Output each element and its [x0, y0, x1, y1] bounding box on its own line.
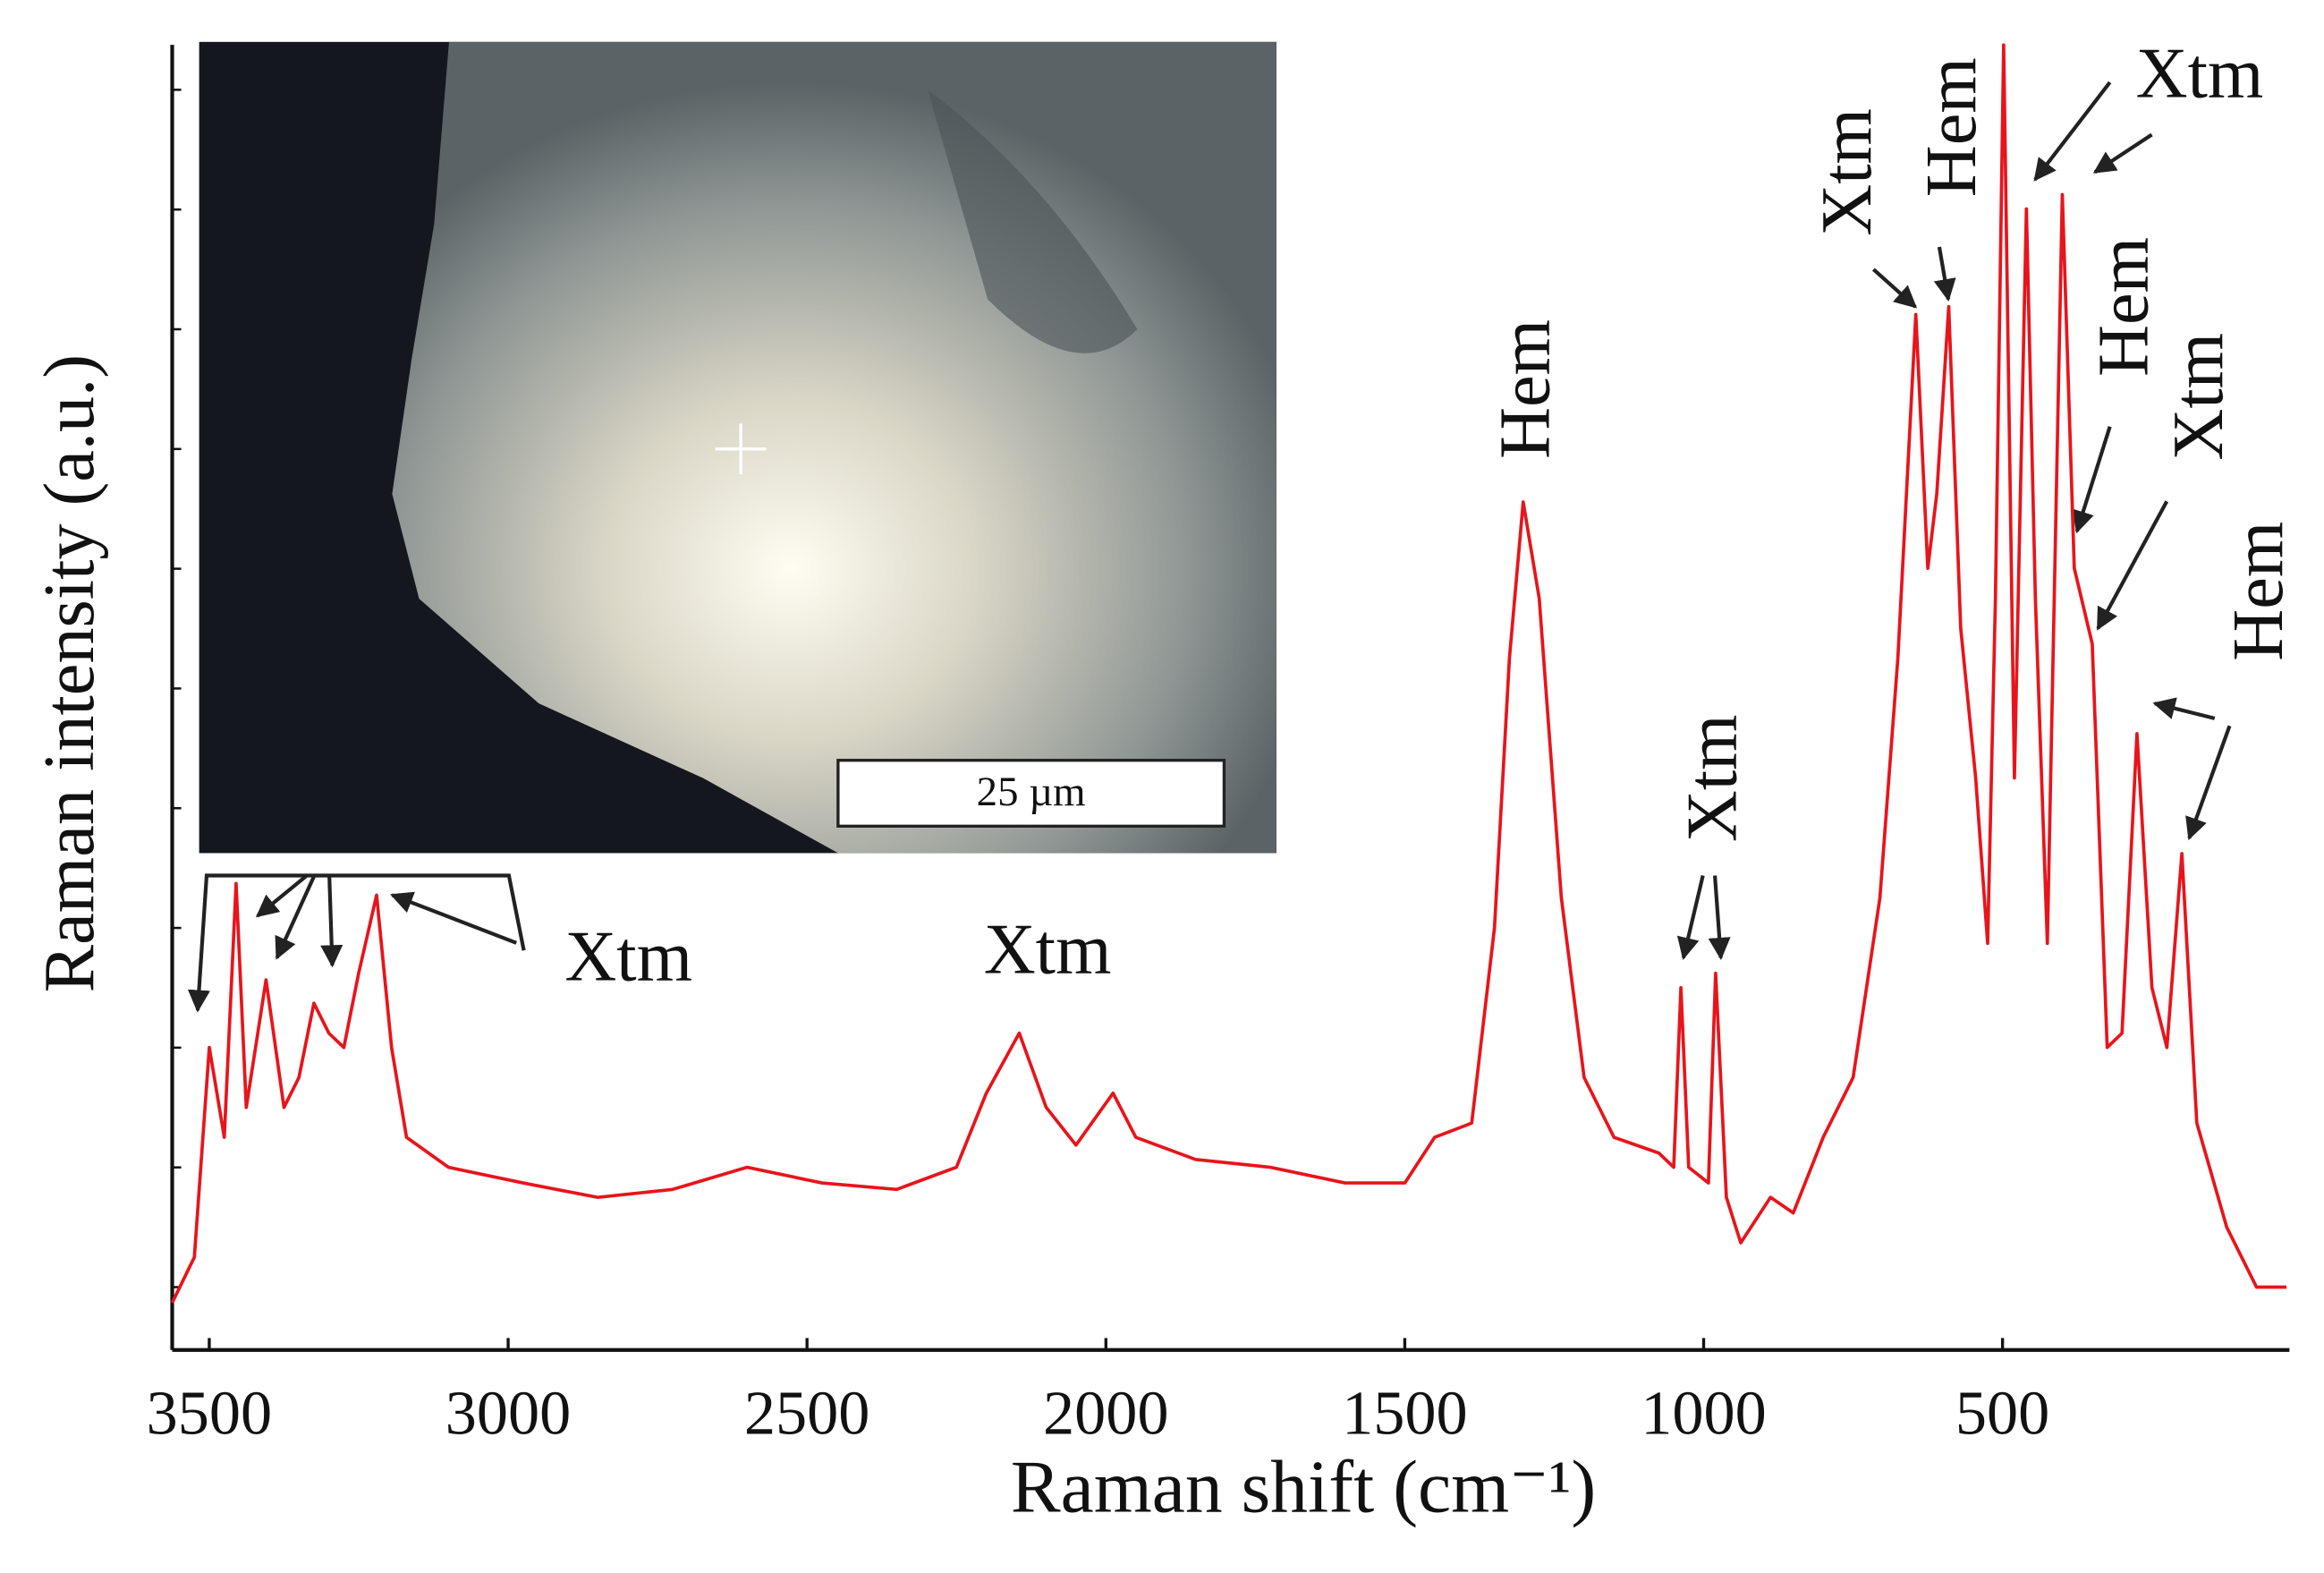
peak-annotation: Hem: [1912, 57, 1991, 197]
peak-annotation: Xtm: [2136, 34, 2264, 114]
x-tick-label: 1500: [1342, 1378, 1467, 1448]
peak-annotation: Xtm: [564, 917, 692, 997]
x-tick-label: 500: [1955, 1378, 2049, 1448]
peak-annotation: Hem: [2218, 522, 2298, 661]
x-tick-label: 3500: [147, 1378, 273, 1448]
peak-annotation: Hem: [1485, 319, 1565, 459]
peak-annotation: Xtm: [2159, 333, 2238, 461]
spectrum-line: [170, 43, 2287, 1304]
y-minor-ticks: [172, 89, 182, 1288]
x-tick-label: 3000: [445, 1378, 572, 1448]
peak-annotation: Xtm: [984, 909, 1112, 989]
x-tick-label: 1000: [1641, 1378, 1767, 1448]
x-axis-label: Raman shift (cm⁻¹): [1011, 1445, 1596, 1528]
peak-annotation: Xtm: [1672, 714, 1751, 842]
peak-annotation: Hem: [2083, 237, 2163, 377]
x-tick-label: 2500: [744, 1378, 869, 1448]
y-axis-label: Raman intensity (a.u.): [30, 354, 109, 992]
peak-annotation: Xtm: [1807, 108, 1887, 236]
x-tick-label: 2000: [1043, 1378, 1169, 1448]
annotation-arrows: [187, 81, 2232, 1013]
scale-bar-label: 25 µm: [977, 769, 1086, 815]
inset-photo: 25 µm: [199, 41, 1277, 854]
